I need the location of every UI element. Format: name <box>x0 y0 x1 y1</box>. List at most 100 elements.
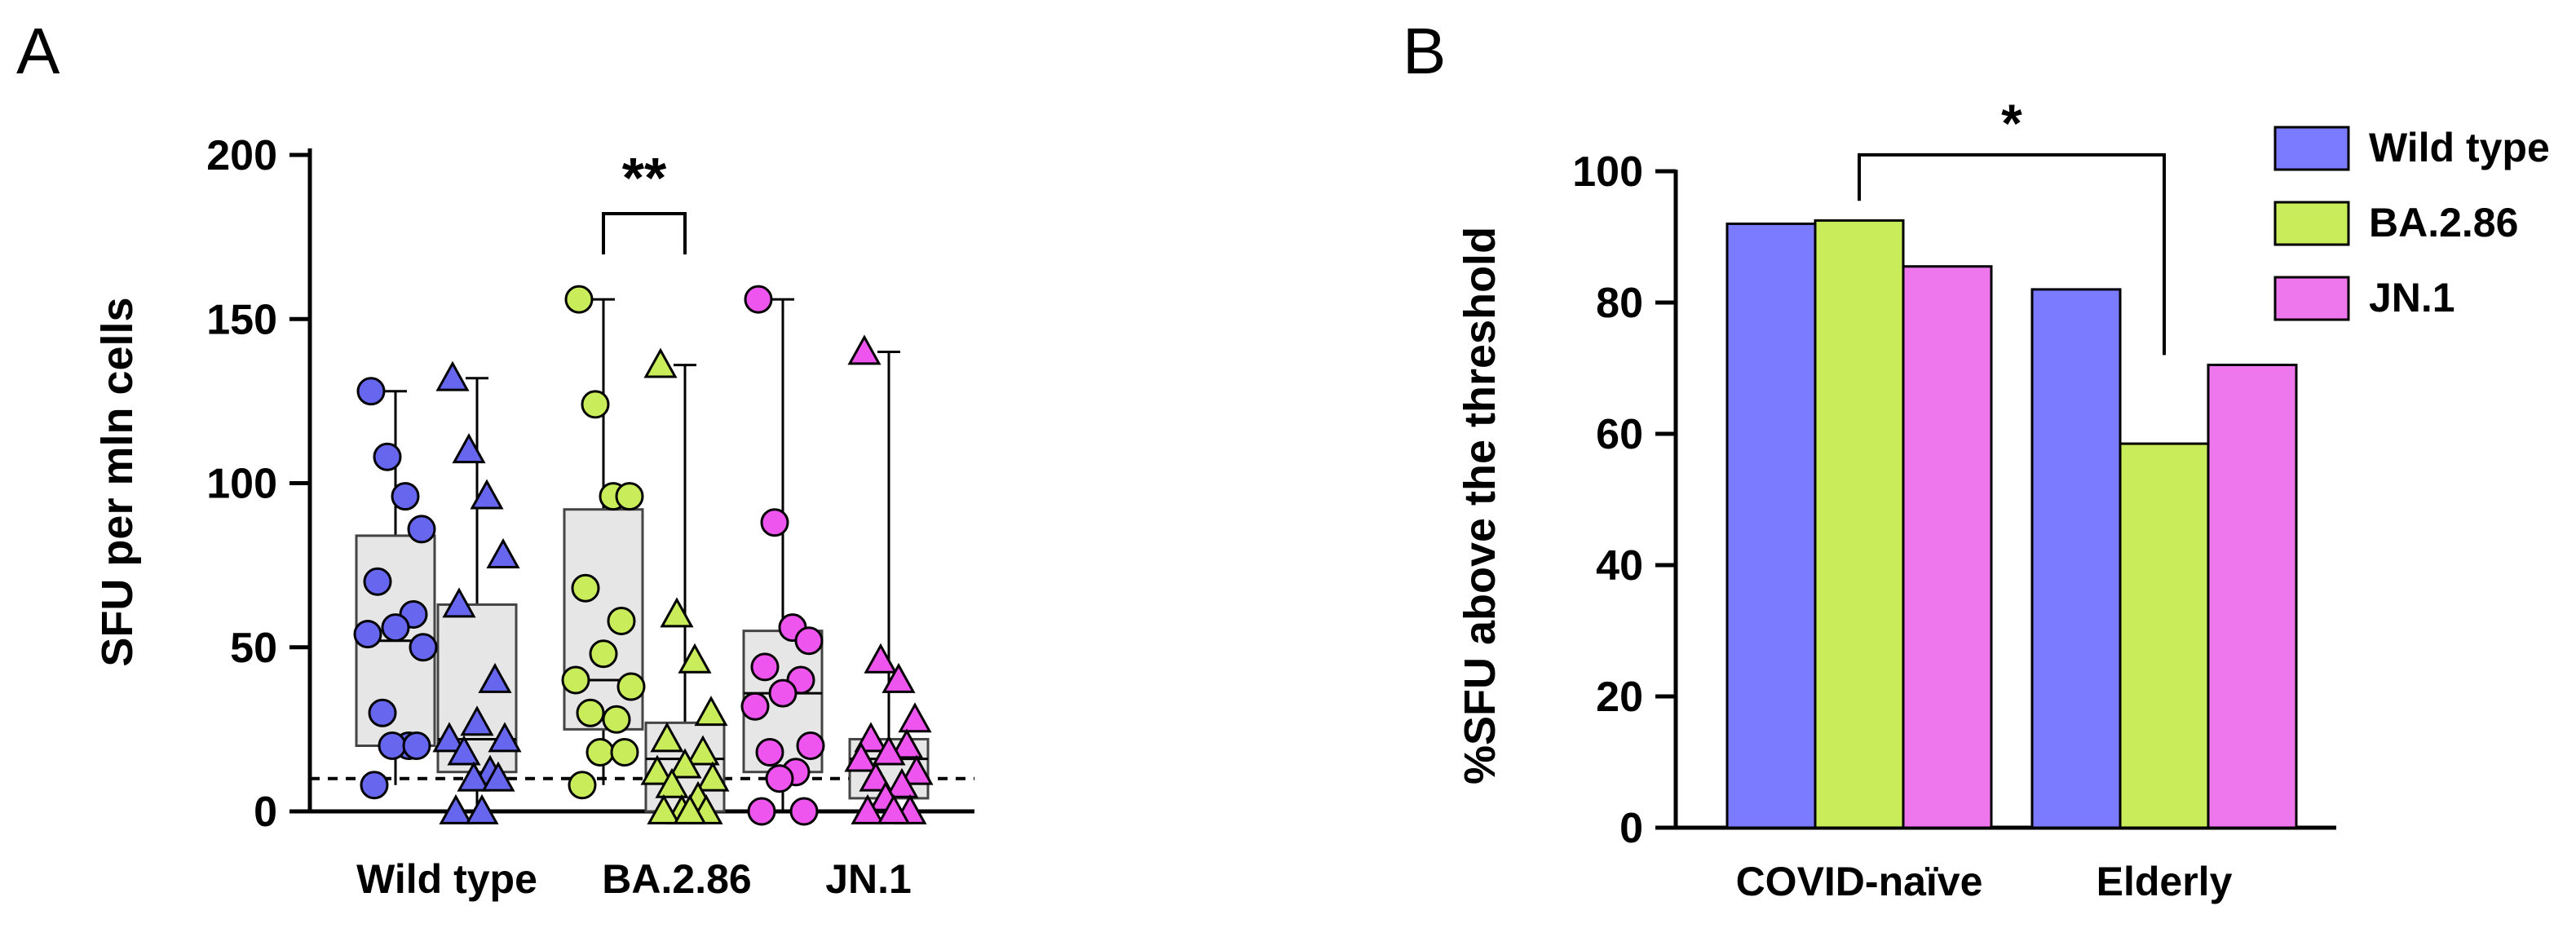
y-tick-label: 0 <box>254 789 277 836</box>
data-point-circle <box>585 738 615 767</box>
data-point-circle <box>750 652 780 682</box>
data-point-circle <box>568 771 597 800</box>
y-tick-label: 150 <box>206 296 277 343</box>
data-point-triangle <box>647 793 681 824</box>
data-point-triangle <box>432 722 466 753</box>
panel-a: A SFU per mln cells 0 50 100 150 200 Wild ty… <box>16 15 974 902</box>
data-point-triangle <box>460 705 494 736</box>
data-point-triangle <box>686 735 720 766</box>
panel-a-significance: ** <box>602 146 687 254</box>
data-point-circle <box>368 698 397 727</box>
legend-swatch <box>2273 126 2350 171</box>
data-point-triangle <box>877 793 911 824</box>
data-point-triangle <box>486 537 520 568</box>
y-tick-label: 80 <box>1596 280 1643 327</box>
data-point-triangle <box>660 597 694 628</box>
data-point-circle <box>571 573 600 603</box>
data-point-circle <box>747 797 776 826</box>
x-category-label: BA.2.86 <box>602 856 751 902</box>
bar-wild-type <box>1725 222 1817 829</box>
data-point-triangle <box>442 587 476 618</box>
bar-jn-1 <box>2207 363 2298 829</box>
y-tick-label: 100 <box>206 461 277 508</box>
data-point-triangle <box>844 741 878 772</box>
data-point-circle <box>765 764 794 793</box>
panel-b-label: B <box>1403 15 1446 87</box>
data-point-circle <box>796 731 825 760</box>
data-point-triangle <box>678 643 712 674</box>
data-point-circle <box>561 665 590 695</box>
data-point-triangle <box>650 722 684 753</box>
data-point-circle <box>589 639 618 669</box>
data-point-triangle <box>478 662 512 693</box>
y-tick-label: 0 <box>1619 805 1643 852</box>
data-point-triangle <box>872 735 906 766</box>
data-point-circle <box>363 567 392 596</box>
legend-label: BA.2.86 <box>2369 200 2518 245</box>
data-point-circle <box>602 705 631 734</box>
data-point-circle <box>755 738 784 767</box>
bar-ba-2-86 <box>1814 219 1905 829</box>
panel-b-y-axis-label: %SFU above the threshold <box>1456 227 1505 784</box>
data-point-triangle <box>488 722 522 753</box>
data-point-triangle <box>881 662 916 693</box>
data-point-circle <box>581 390 610 419</box>
data-point-circle <box>356 377 386 406</box>
data-point-circle <box>407 515 436 544</box>
data-point-circle <box>768 678 798 708</box>
legend-swatch <box>2273 276 2350 321</box>
x-category-label: COVID-naïve <box>1736 859 1983 904</box>
legend-swatch <box>2273 201 2350 246</box>
data-point-circle <box>760 508 789 537</box>
data-point-circle <box>391 482 420 511</box>
panel-b-y-ticks: 0 20 40 60 80 100 <box>1572 148 1676 852</box>
data-point-circle <box>610 738 639 767</box>
bar-wild-type <box>2030 288 2122 829</box>
panel-a-label: A <box>16 15 60 87</box>
data-point-circle <box>616 672 646 701</box>
data-point-triangle <box>854 722 888 753</box>
data-point-triangle <box>655 767 689 798</box>
y-tick-label: 50 <box>230 625 277 672</box>
panel-a-x-ticks: Wild type BA.2.86 JN.1 <box>356 856 912 902</box>
data-point-circle <box>744 285 773 314</box>
data-point-circle <box>360 771 389 800</box>
bar-ba-2-86 <box>2119 442 2210 829</box>
y-tick-label: 60 <box>1596 411 1643 458</box>
data-point-circle <box>564 285 594 314</box>
panel-a-points <box>353 285 934 826</box>
data-point-triangle <box>673 793 707 824</box>
legend: Wild type BA.2.86 JN.1 <box>2273 125 2550 321</box>
y-tick-label: 200 <box>206 132 277 179</box>
data-point-circle <box>789 797 819 826</box>
data-point-circle <box>373 442 402 471</box>
panel-a-boxes <box>355 298 930 813</box>
data-point-circle <box>402 731 431 760</box>
panel-b-x-ticks: COVID-naïve Elderly <box>1736 859 2233 904</box>
panel-b-bars <box>1725 219 2298 829</box>
data-point-triangle <box>457 761 491 792</box>
data-point-triangle <box>452 433 486 464</box>
significance-bracket <box>602 212 687 254</box>
x-category-label: Elderly <box>2097 859 2233 904</box>
data-point-circle <box>615 482 644 511</box>
panel-b: B %SFU above the threshold 020406080100 … <box>1403 15 2550 904</box>
legend-label: JN.1 <box>2369 275 2455 320</box>
data-point-circle <box>576 698 605 727</box>
data-point-circle <box>381 613 410 643</box>
data-point-triangle <box>696 761 730 792</box>
data-point-triangle <box>439 793 473 824</box>
data-point-triangle <box>859 761 893 792</box>
data-point-circle <box>740 692 770 721</box>
y-tick-label: 100 <box>1572 148 1643 196</box>
data-point-triangle <box>890 728 924 759</box>
panel-a-y-axis-label: SFU per mln cells <box>93 297 142 666</box>
x-category-label: Wild type <box>356 856 537 902</box>
significance-label: ** <box>622 146 667 210</box>
data-point-triangle <box>847 334 881 365</box>
significance-bracket <box>1858 152 2166 356</box>
data-point-triangle <box>465 793 499 824</box>
data-point-circle <box>378 731 407 760</box>
data-point-circle <box>353 620 382 649</box>
data-point-triangle <box>470 479 504 510</box>
